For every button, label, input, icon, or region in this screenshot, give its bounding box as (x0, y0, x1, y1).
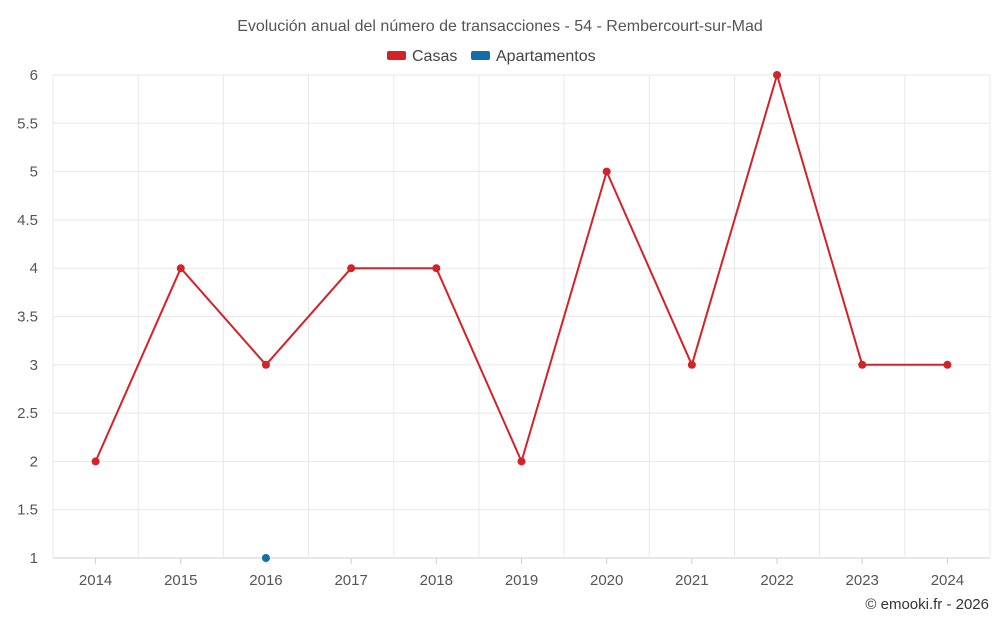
data-point-casas[interactable] (432, 264, 441, 273)
y-tick-label: 3 (30, 357, 38, 374)
y-tick-label: 5.5 (17, 115, 38, 132)
x-tick-label: 2016 (249, 572, 282, 589)
legend-label-casas: Casas (412, 48, 457, 65)
y-tick-label: 4.5 (17, 212, 38, 229)
x-tick-label: 2014 (79, 572, 112, 589)
x-tick-label: 2024 (931, 572, 964, 589)
x-tick-label: 2023 (846, 572, 879, 589)
gridlines (52, 74, 991, 559)
data-point-casas[interactable] (261, 360, 270, 369)
legend-swatch-casas (387, 51, 406, 60)
data-point-casas[interactable] (773, 71, 782, 79)
data-point-casas[interactable] (91, 457, 100, 466)
x-tick-label: 2015 (164, 572, 197, 589)
data-point-casas[interactable] (602, 167, 611, 176)
data-point-casas[interactable] (687, 360, 696, 369)
data-point-casas[interactable] (176, 264, 185, 273)
y-tick-label: 1.5 (17, 502, 38, 519)
y-tick-label: 2.5 (17, 405, 38, 422)
data-point-apartamentos[interactable] (261, 554, 270, 562)
chart-title: Evolución anual del número de transaccio… (237, 18, 763, 35)
y-tick-label: 3.5 (17, 309, 38, 326)
legend: Casas Apartamentos (387, 48, 596, 65)
data-point-casas[interactable] (943, 360, 952, 369)
x-tick-label: 2017 (334, 572, 367, 589)
x-tick-label: 2022 (760, 572, 793, 589)
y-tick-label: 1 (30, 550, 38, 567)
legend-label-apartamentos: Apartamentos (496, 48, 596, 65)
x-tick-label: 2019 (505, 572, 538, 589)
x-tick-label: 2021 (675, 572, 708, 589)
legend-item-casas[interactable]: Casas (387, 48, 457, 65)
data-point-casas[interactable] (858, 360, 867, 369)
y-tick-label: 5 (30, 164, 38, 181)
y-tick-label: 2 (30, 453, 38, 470)
legend-item-apartamentos[interactable]: Apartamentos (471, 48, 596, 65)
x-axis-ticks: 2014 2015 2016 2017 2018 2019 2020 2021 2022 2023… (79, 558, 964, 589)
y-tick-label: 4 (30, 260, 38, 277)
legend-swatch-apartamentos (471, 51, 490, 60)
series-layer (91, 71, 952, 562)
x-tick-label: 2018 (420, 572, 453, 589)
credit-text: © emooki.fr - 2026 (865, 596, 989, 613)
y-axis-ticks: 1 1.5 2 2.5 3 3.5 4 4.5 5 5.5 6 (17, 67, 38, 567)
data-point-casas[interactable] (517, 457, 526, 466)
x-tick-label: 2020 (590, 572, 623, 589)
y-tick-label: 6 (30, 67, 38, 84)
data-point-casas[interactable] (347, 264, 356, 273)
